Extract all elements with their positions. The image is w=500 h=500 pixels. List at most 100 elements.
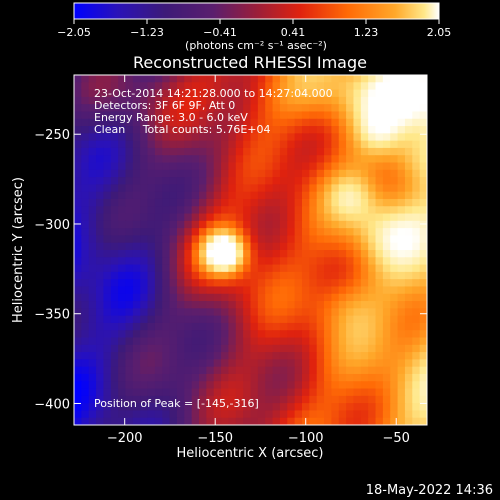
heatmap-cell	[88, 264, 97, 273]
heatmap-cell	[338, 155, 347, 164]
heatmap-cell	[88, 250, 97, 258]
heatmap-cell	[250, 96, 259, 105]
heatmap-cell	[397, 155, 406, 164]
heatmap-cell	[103, 271, 112, 280]
heatmap-cell	[235, 126, 244, 134]
heatmap-cell	[74, 330, 82, 339]
heatmap-cell	[316, 177, 325, 185]
heatmap-cell	[110, 133, 119, 142]
heatmap-cell	[412, 126, 421, 134]
heatmap-cell	[360, 169, 369, 178]
heatmap-cell	[316, 257, 325, 266]
heatmap-cell	[419, 111, 427, 120]
heatmap-cell	[404, 184, 413, 193]
heatmap-cell	[110, 315, 119, 324]
heatmap-cell	[103, 147, 112, 156]
heatmap-cell	[338, 264, 347, 273]
heatmap-cell	[88, 388, 97, 397]
heatmap-cell	[110, 198, 119, 207]
heatmap-cell	[103, 344, 112, 353]
info-line-energy: Energy Range: 3.0 - 6.0 keV	[94, 111, 248, 124]
heatmap-cell	[103, 315, 112, 324]
heatmap-cell	[272, 257, 281, 266]
heatmap-cell	[419, 140, 427, 149]
heatmap-cell	[213, 250, 222, 258]
heatmap-cell	[213, 191, 222, 200]
heatmap-cell	[316, 104, 325, 113]
heatmap-cell	[316, 315, 325, 324]
heatmap-cell	[279, 155, 288, 164]
heatmap-cell	[206, 140, 215, 149]
heatmap-cell	[191, 213, 200, 222]
heatmap-cell	[206, 264, 215, 273]
heatmap-cell	[88, 395, 97, 404]
heatmap-cell	[397, 315, 406, 324]
heatmap-cell	[96, 315, 105, 324]
heatmap-cell	[110, 293, 119, 302]
heatmap-cell	[382, 388, 391, 397]
heatmap-cell	[74, 206, 82, 215]
heatmap-cell	[324, 301, 332, 309]
heatmap-cell	[338, 140, 347, 149]
heatmap-cell	[309, 293, 318, 302]
heatmap-cell	[265, 155, 274, 164]
heatmap-cell	[375, 279, 384, 288]
heatmap-cell	[360, 147, 369, 156]
heatmap-cell	[272, 264, 281, 273]
heatmap-cell	[250, 82, 259, 91]
heatmap-cell	[221, 177, 230, 185]
heatmap-cell	[81, 352, 90, 360]
heatmap-cell	[96, 322, 105, 331]
heatmap-cell	[81, 82, 90, 91]
heatmap-cell	[324, 206, 332, 215]
heatmap-cell	[206, 330, 215, 339]
heatmap-cell	[74, 308, 82, 317]
heatmap-cell	[265, 271, 274, 280]
heatmap-cell	[81, 96, 90, 105]
heatmap-cell	[221, 118, 230, 127]
heatmap-cell	[390, 388, 399, 397]
heatmap-cell	[353, 279, 362, 288]
heatmap-cell	[331, 184, 340, 193]
heatmap-cell	[368, 89, 377, 98]
y-tick-label-2: −350	[34, 308, 70, 323]
heatmap-cell	[390, 198, 399, 207]
heatmap-cell	[81, 242, 90, 251]
heatmap-cell	[118, 403, 127, 412]
heatmap-cell	[81, 89, 90, 98]
heatmap-cell	[221, 344, 230, 353]
heatmap-cell	[331, 111, 340, 120]
heatmap-cell	[118, 250, 127, 258]
heatmap-cell	[309, 271, 318, 280]
heatmap-cell	[228, 96, 237, 105]
heatmap-cell	[301, 206, 310, 215]
heatmap-cell	[272, 381, 281, 390]
heatmap-cell	[382, 359, 391, 368]
heatmap-cell	[206, 301, 215, 309]
heatmap-cell	[176, 264, 185, 273]
heatmap-cell	[199, 322, 207, 331]
heatmap-cell	[265, 213, 274, 222]
heatmap-cell	[228, 191, 237, 200]
heatmap-cell	[235, 417, 244, 425]
heatmap-cell	[287, 96, 296, 105]
heatmap-cell	[162, 162, 171, 171]
heatmap-cell	[235, 104, 244, 113]
heatmap-cell	[309, 250, 318, 258]
heatmap-cell	[324, 75, 332, 83]
heatmap-cell	[294, 337, 303, 346]
heatmap-cell	[397, 118, 406, 127]
heatmap-cell	[184, 184, 193, 193]
heatmap-cell	[199, 89, 207, 98]
heatmap-cell	[110, 104, 119, 113]
heatmap-cell	[228, 373, 237, 382]
heatmap-cell	[265, 126, 274, 134]
heatmap-cell	[353, 140, 362, 149]
heatmap-cell	[257, 308, 266, 317]
heatmap-cell	[74, 381, 82, 390]
heatmap-cell	[368, 133, 377, 142]
heatmap-cell	[375, 126, 384, 134]
heatmap-cell	[404, 155, 413, 164]
heatmap-cell	[250, 381, 259, 390]
heatmap-cell	[346, 89, 355, 98]
